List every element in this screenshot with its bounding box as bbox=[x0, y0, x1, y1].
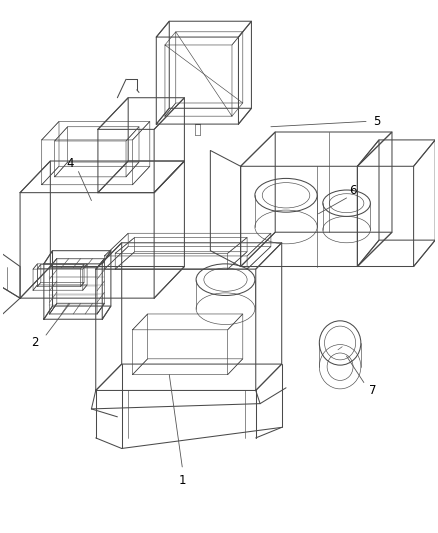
Text: 7: 7 bbox=[369, 384, 376, 397]
Text: 2: 2 bbox=[32, 336, 39, 350]
Text: 4: 4 bbox=[66, 157, 74, 170]
Text: 1: 1 bbox=[179, 474, 186, 487]
Text: 5: 5 bbox=[373, 115, 381, 128]
Text: 6: 6 bbox=[350, 183, 357, 197]
